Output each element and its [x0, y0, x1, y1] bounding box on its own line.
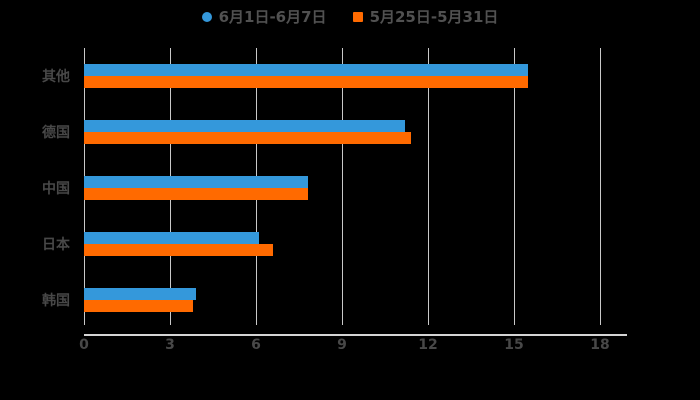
- legend-label: 5月25日-5月31日: [369, 7, 499, 26]
- bar-group: [84, 104, 600, 160]
- legend-item-week-jun1-jun7[interactable]: 6月1日-6月7日: [201, 7, 327, 26]
- category-label: 德国: [42, 125, 70, 141]
- x-tick-label: 0: [79, 337, 89, 353]
- bar-series1-中国[interactable]: [84, 176, 308, 188]
- legend-label: 6月1日-6月7日: [218, 7, 327, 26]
- legend: 6月1日-6月7日 5月25日-5月31日: [0, 6, 700, 28]
- x-tick-label: 18: [590, 337, 610, 353]
- gridline: [513, 48, 515, 325]
- gridline: [599, 48, 601, 325]
- bar-rows: [84, 48, 600, 328]
- x-tick-label: 6: [251, 337, 261, 353]
- category-label: 其他: [42, 69, 70, 85]
- legend-square-marker-icon: [352, 12, 363, 22]
- bar-group: [84, 216, 600, 272]
- legend-circle-marker-icon: [201, 12, 212, 22]
- category-label: 中国: [42, 181, 70, 197]
- gridline: [427, 48, 429, 325]
- bar-series2-中国[interactable]: [84, 188, 308, 200]
- bar-series2-其他[interactable]: [84, 76, 529, 88]
- gridline: [341, 48, 343, 325]
- bar-series1-日本[interactable]: [84, 232, 259, 244]
- bar-group: [84, 160, 600, 216]
- bar-group: [84, 48, 600, 104]
- x-tick-label: 9: [337, 337, 347, 353]
- plot-area: [83, 48, 601, 328]
- x-tick-label: 15: [504, 337, 524, 353]
- bar-series1-韩国[interactable]: [84, 288, 196, 300]
- legend-item-week-may25-may31[interactable]: 5月25日-5月31日: [352, 7, 499, 26]
- bar-series1-其他[interactable]: [84, 64, 529, 76]
- bar-series2-韩国[interactable]: [84, 300, 193, 312]
- category-label: 韩国: [42, 293, 70, 309]
- x-tick-label: 3: [165, 337, 175, 353]
- x-tick-label: 12: [418, 337, 438, 353]
- bar-series2-日本[interactable]: [84, 244, 274, 256]
- x-axis-line: [84, 334, 627, 336]
- category-label: 日本: [42, 237, 70, 253]
- bar-series1-德国[interactable]: [84, 120, 406, 132]
- bar-group: [84, 272, 600, 328]
- bar-series2-德国[interactable]: [84, 132, 411, 144]
